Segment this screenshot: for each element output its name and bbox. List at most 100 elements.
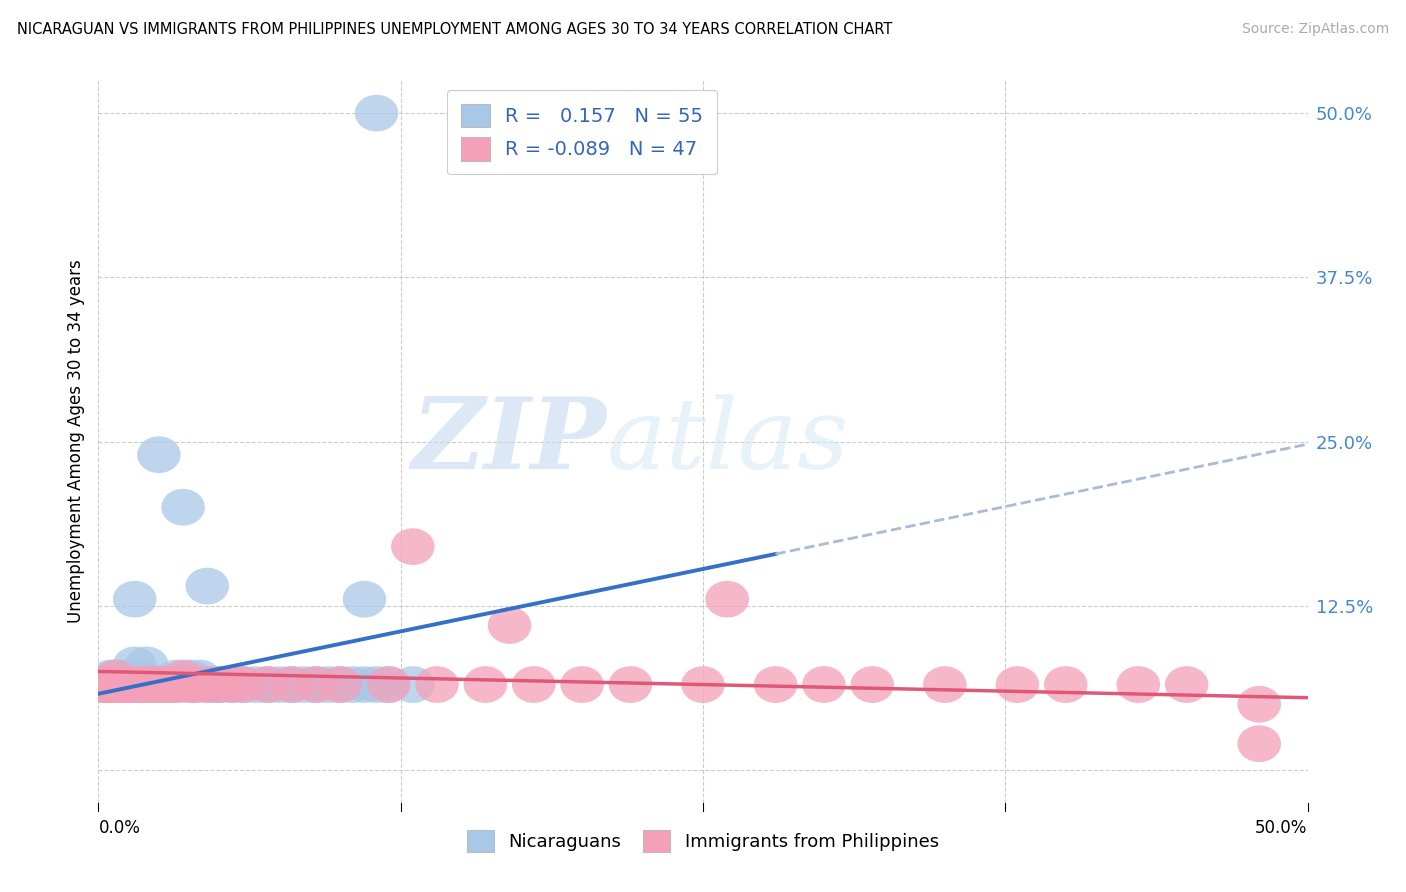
- Ellipse shape: [101, 666, 145, 703]
- Ellipse shape: [851, 666, 894, 703]
- Ellipse shape: [270, 666, 314, 703]
- Ellipse shape: [186, 666, 229, 703]
- Legend: Nicaraguans, Immigrants from Philippines: Nicaraguans, Immigrants from Philippines: [460, 822, 946, 859]
- Ellipse shape: [155, 659, 198, 697]
- Ellipse shape: [294, 666, 337, 703]
- Ellipse shape: [120, 666, 163, 703]
- Ellipse shape: [98, 659, 142, 697]
- Ellipse shape: [112, 666, 156, 703]
- Ellipse shape: [1045, 666, 1087, 703]
- Ellipse shape: [1237, 686, 1281, 723]
- Ellipse shape: [129, 666, 173, 703]
- Ellipse shape: [259, 666, 301, 703]
- Ellipse shape: [193, 666, 236, 703]
- Ellipse shape: [149, 666, 193, 703]
- Ellipse shape: [391, 666, 434, 703]
- Ellipse shape: [682, 666, 724, 703]
- Ellipse shape: [754, 666, 797, 703]
- Ellipse shape: [122, 666, 166, 703]
- Ellipse shape: [138, 666, 180, 703]
- Y-axis label: Unemployment Among Ages 30 to 34 years: Unemployment Among Ages 30 to 34 years: [66, 260, 84, 624]
- Ellipse shape: [105, 666, 149, 703]
- Text: 0.0%: 0.0%: [98, 819, 141, 837]
- Text: Source: ZipAtlas.com: Source: ZipAtlas.com: [1241, 22, 1389, 37]
- Ellipse shape: [139, 666, 183, 703]
- Ellipse shape: [96, 666, 139, 703]
- Text: NICARAGUAN VS IMMIGRANTS FROM PHILIPPINES UNEMPLOYMENT AMONG AGES 30 TO 34 YEARS: NICARAGUAN VS IMMIGRANTS FROM PHILIPPINE…: [17, 22, 893, 37]
- Text: 50.0%: 50.0%: [1256, 819, 1308, 837]
- Ellipse shape: [415, 666, 458, 703]
- Ellipse shape: [294, 666, 337, 703]
- Ellipse shape: [270, 666, 314, 703]
- Ellipse shape: [209, 666, 253, 703]
- Ellipse shape: [129, 666, 173, 703]
- Ellipse shape: [169, 659, 212, 697]
- Ellipse shape: [186, 666, 229, 703]
- Ellipse shape: [186, 567, 229, 605]
- Ellipse shape: [246, 666, 290, 703]
- Ellipse shape: [391, 528, 434, 565]
- Ellipse shape: [138, 666, 180, 703]
- Ellipse shape: [82, 666, 125, 703]
- Ellipse shape: [115, 666, 159, 703]
- Ellipse shape: [84, 666, 128, 703]
- Ellipse shape: [94, 659, 138, 697]
- Ellipse shape: [162, 489, 205, 525]
- Ellipse shape: [89, 666, 132, 703]
- Ellipse shape: [343, 581, 387, 617]
- Ellipse shape: [173, 666, 217, 703]
- Ellipse shape: [89, 659, 132, 697]
- Ellipse shape: [512, 666, 555, 703]
- Ellipse shape: [209, 666, 253, 703]
- Ellipse shape: [101, 659, 145, 697]
- Ellipse shape: [354, 666, 398, 703]
- Ellipse shape: [1166, 666, 1208, 703]
- Ellipse shape: [173, 666, 217, 703]
- Ellipse shape: [155, 666, 198, 703]
- Ellipse shape: [246, 666, 290, 703]
- Ellipse shape: [561, 666, 603, 703]
- Ellipse shape: [125, 666, 169, 703]
- Ellipse shape: [488, 607, 531, 644]
- Ellipse shape: [112, 666, 156, 703]
- Ellipse shape: [330, 666, 374, 703]
- Ellipse shape: [283, 666, 326, 703]
- Ellipse shape: [108, 659, 152, 697]
- Ellipse shape: [319, 666, 361, 703]
- Ellipse shape: [91, 666, 135, 703]
- Ellipse shape: [82, 666, 125, 703]
- Ellipse shape: [354, 95, 398, 131]
- Ellipse shape: [120, 659, 163, 697]
- Ellipse shape: [1116, 666, 1160, 703]
- Ellipse shape: [179, 659, 222, 697]
- Ellipse shape: [367, 666, 411, 703]
- Ellipse shape: [145, 666, 188, 703]
- Ellipse shape: [86, 666, 129, 703]
- Ellipse shape: [222, 666, 266, 703]
- Text: atlas: atlas: [606, 394, 849, 489]
- Ellipse shape: [89, 666, 132, 703]
- Ellipse shape: [1237, 725, 1281, 762]
- Ellipse shape: [307, 666, 350, 703]
- Ellipse shape: [169, 666, 212, 703]
- Ellipse shape: [162, 666, 205, 703]
- Ellipse shape: [367, 666, 411, 703]
- Ellipse shape: [145, 666, 188, 703]
- Ellipse shape: [464, 666, 508, 703]
- Ellipse shape: [132, 666, 176, 703]
- Ellipse shape: [84, 666, 128, 703]
- Ellipse shape: [343, 666, 387, 703]
- Ellipse shape: [91, 666, 135, 703]
- Ellipse shape: [125, 666, 169, 703]
- Ellipse shape: [112, 647, 156, 683]
- Ellipse shape: [94, 659, 138, 697]
- Ellipse shape: [125, 647, 169, 683]
- Ellipse shape: [803, 666, 845, 703]
- Ellipse shape: [198, 666, 240, 703]
- Ellipse shape: [198, 666, 240, 703]
- Ellipse shape: [924, 666, 966, 703]
- Ellipse shape: [995, 666, 1039, 703]
- Ellipse shape: [706, 581, 749, 617]
- Ellipse shape: [112, 581, 156, 617]
- Ellipse shape: [96, 666, 139, 703]
